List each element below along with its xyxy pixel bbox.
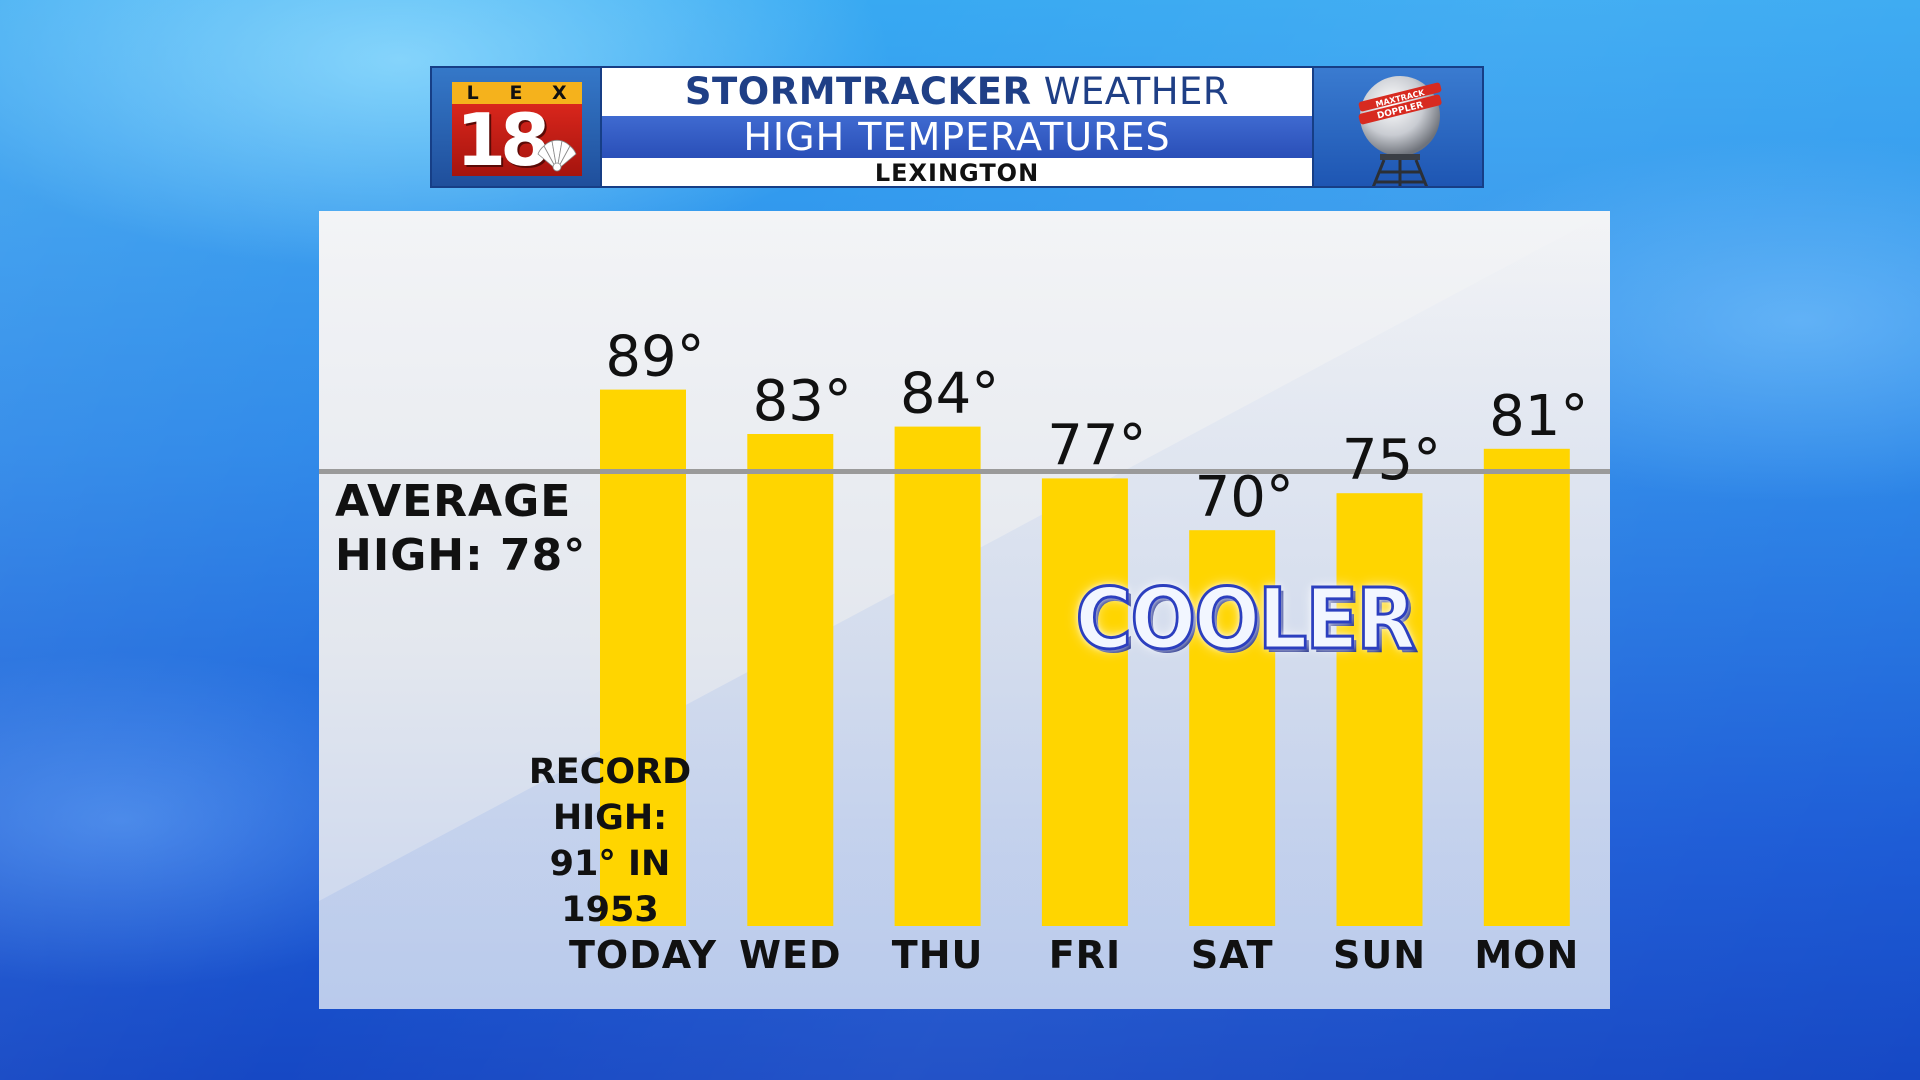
bar-thu (894, 426, 981, 926)
station-logo: L E X 18 (430, 66, 602, 188)
peacock-icon (537, 139, 577, 172)
record-line-1: RECORD (528, 752, 692, 792)
logo-letters: L E X (452, 82, 582, 104)
header-banner: L E X 18 STORMTRACKER WEATHER HIGH TEMPE… (430, 66, 1484, 188)
program-title: STORMTRACKER WEATHER (602, 70, 1312, 114)
value-label-thu: 84° (900, 362, 999, 427)
title-block: STORMTRACKER WEATHER HIGH TEMPERATURES L… (602, 66, 1312, 188)
value-label-sat: 70° (1195, 465, 1294, 530)
chart-panel: 89° 83° 84° 77° 70° 75° 81° TODAY WED THU FRI SAT SU… (319, 211, 1610, 1009)
bar-chart: 89° 83° 84° 77° 70° 75° 81° TODAY WED THU FRI SAT SU… (319, 325, 1610, 977)
bar-mon (1483, 448, 1570, 926)
average-high-label: AVERAGE HIGH: 78° (335, 475, 586, 583)
program-title-bold: STORMTRACKER (684, 70, 1032, 113)
average-high-line (319, 469, 1610, 474)
location-label: LEXINGTON (874, 159, 1040, 187)
program-title-rest: WEATHER (1031, 70, 1230, 113)
day-label-sun: SUN (1333, 933, 1426, 977)
day-label-wed: WED (739, 933, 841, 977)
logo-letter-x: X (551, 82, 569, 104)
radar-tower-icon: MAXTRACK DOPPLER (1358, 76, 1442, 186)
day-label-today: TODAY (569, 933, 717, 977)
day-label-thu: THU (892, 933, 984, 977)
day-label-fri: FRI (1049, 933, 1121, 977)
average-high-line2: HIGH: 78° (335, 530, 587, 581)
cooler-callout: COOLER (1074, 569, 1417, 670)
average-high-line1: AVERAGE (335, 476, 572, 527)
record-high-label: RECORD HIGH: 91° IN 1953 (519, 749, 701, 933)
bar-today (600, 389, 686, 927)
value-label-fri: 77° (1047, 413, 1146, 478)
bar-wed (747, 434, 834, 926)
record-line-4: 1953 (561, 890, 659, 930)
graphic-subtitle: HIGH TEMPERATURES (602, 116, 1312, 158)
bar-sun (1336, 493, 1423, 926)
bar-sat (1189, 530, 1276, 926)
logo-letter-e: E (509, 82, 525, 104)
value-label-today: 89° (605, 325, 704, 390)
day-label-mon: MON (1474, 933, 1579, 977)
record-line-3: 91° IN (549, 844, 671, 884)
record-line-2: HIGH: (552, 798, 668, 838)
logo-letter-l: L (466, 82, 481, 104)
value-label-wed: 83° (753, 369, 852, 434)
value-label-sun: 75° (1342, 428, 1441, 493)
bar-fri (1041, 478, 1128, 926)
doppler-radar-logo: MAXTRACK DOPPLER (1312, 66, 1484, 188)
day-label-sat: SAT (1191, 933, 1274, 977)
value-label-mon: 81° (1489, 384, 1588, 449)
